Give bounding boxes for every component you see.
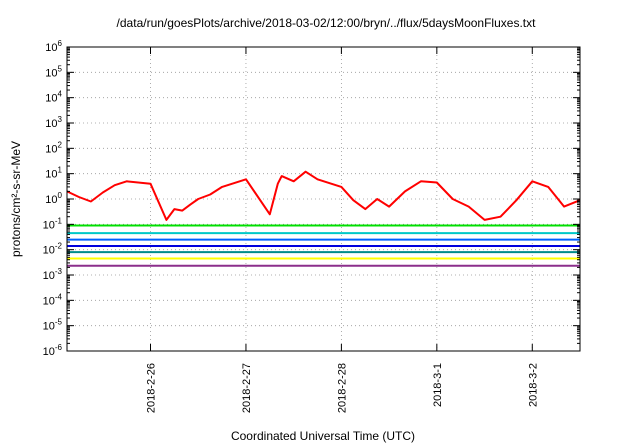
y-tick-label: 10-2 <box>43 242 63 257</box>
y-tick-label: 10-6 <box>43 343 63 358</box>
y-tick-label: 102 <box>45 140 62 155</box>
x-tick-label: 2018-3-2 <box>527 363 539 407</box>
x-ticks: 2018-2-26 2018-2-27 2018-2-28 2018-3-1 2018-… <box>146 47 539 413</box>
x-tick-label: 2018-3-1 <box>432 363 444 407</box>
y-ticks: 10-6 10-5 10-4 10-3 10-2 10-1 100 101 102 103 104 1… <box>43 39 580 358</box>
y-tick-label: 100 <box>45 191 62 206</box>
x-tick-label: 2018-2-28 <box>336 363 348 413</box>
series-group <box>66 170 581 267</box>
x-tick-label: 2018-2-27 <box>241 363 253 413</box>
y-tick-label: 10-5 <box>43 318 63 333</box>
y-tick-label: 104 <box>45 90 62 105</box>
x-tick-label: 2018-2-26 <box>146 363 158 413</box>
chart-title: /data/run/goesPlots/archive/2018-03-02/1… <box>117 16 537 30</box>
y-tick-label: 103 <box>45 115 62 130</box>
y-tick-label: 10-1 <box>43 216 63 231</box>
y-axis-label: protons/cm²-s-sr-MeV <box>9 141 23 257</box>
y-tick-label: 105 <box>45 64 62 79</box>
y-tick-label: 101 <box>45 166 62 181</box>
x-axis-label: Coordinated Universal Time (UTC) <box>231 429 415 443</box>
y-tick-label: 10-3 <box>43 267 63 282</box>
y-tick-label: 106 <box>45 39 62 54</box>
series-line-1 <box>66 170 581 221</box>
grid <box>67 47 580 351</box>
y-tick-label: 10-4 <box>43 292 63 307</box>
